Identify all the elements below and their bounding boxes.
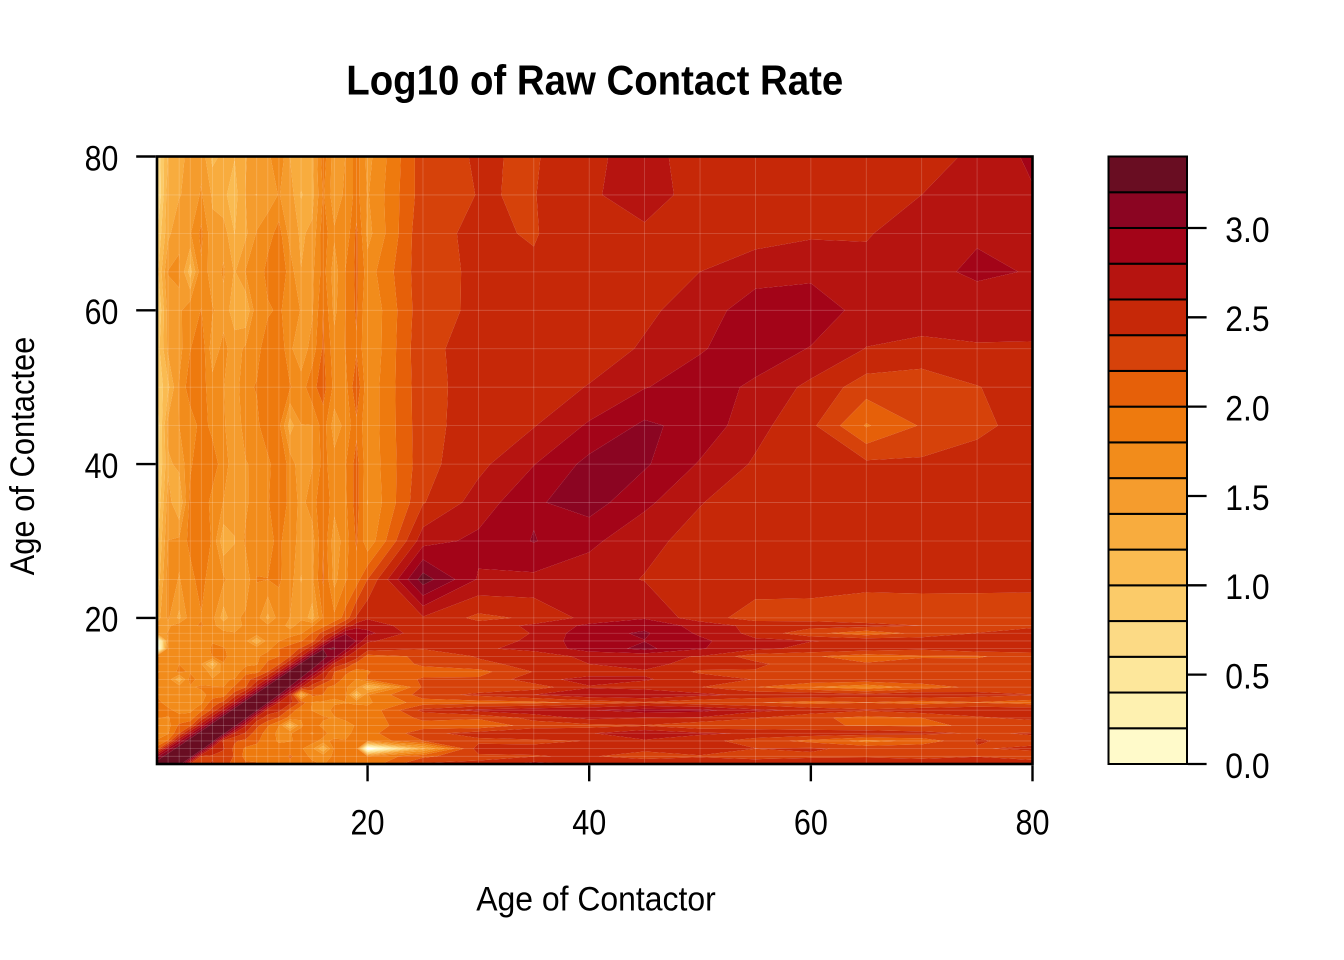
svg-text:20: 20 (351, 803, 385, 842)
svg-text:3.0: 3.0 (1225, 211, 1269, 250)
svg-text:60: 60 (794, 803, 828, 842)
svg-text:1.5: 1.5 (1225, 479, 1269, 518)
svg-text:40: 40 (85, 447, 119, 486)
svg-text:60: 60 (85, 293, 119, 332)
svg-text:2.5: 2.5 (1225, 300, 1269, 339)
svg-text:Log10 of Raw Contact Rate: Log10 of Raw Contact Rate (346, 56, 843, 103)
svg-text:20: 20 (85, 601, 119, 640)
svg-text:0.5: 0.5 (1225, 657, 1269, 696)
svg-text:1.0: 1.0 (1225, 568, 1269, 607)
svg-text:2.0: 2.0 (1225, 389, 1269, 428)
svg-text:80: 80 (1016, 803, 1050, 842)
svg-text:80: 80 (85, 139, 119, 178)
svg-text:40: 40 (572, 803, 606, 842)
svg-text:Age of Contactor: Age of Contactor (476, 881, 716, 919)
svg-text:Age of Contactee: Age of Contactee (4, 337, 42, 576)
svg-text:0.0: 0.0 (1225, 747, 1269, 786)
